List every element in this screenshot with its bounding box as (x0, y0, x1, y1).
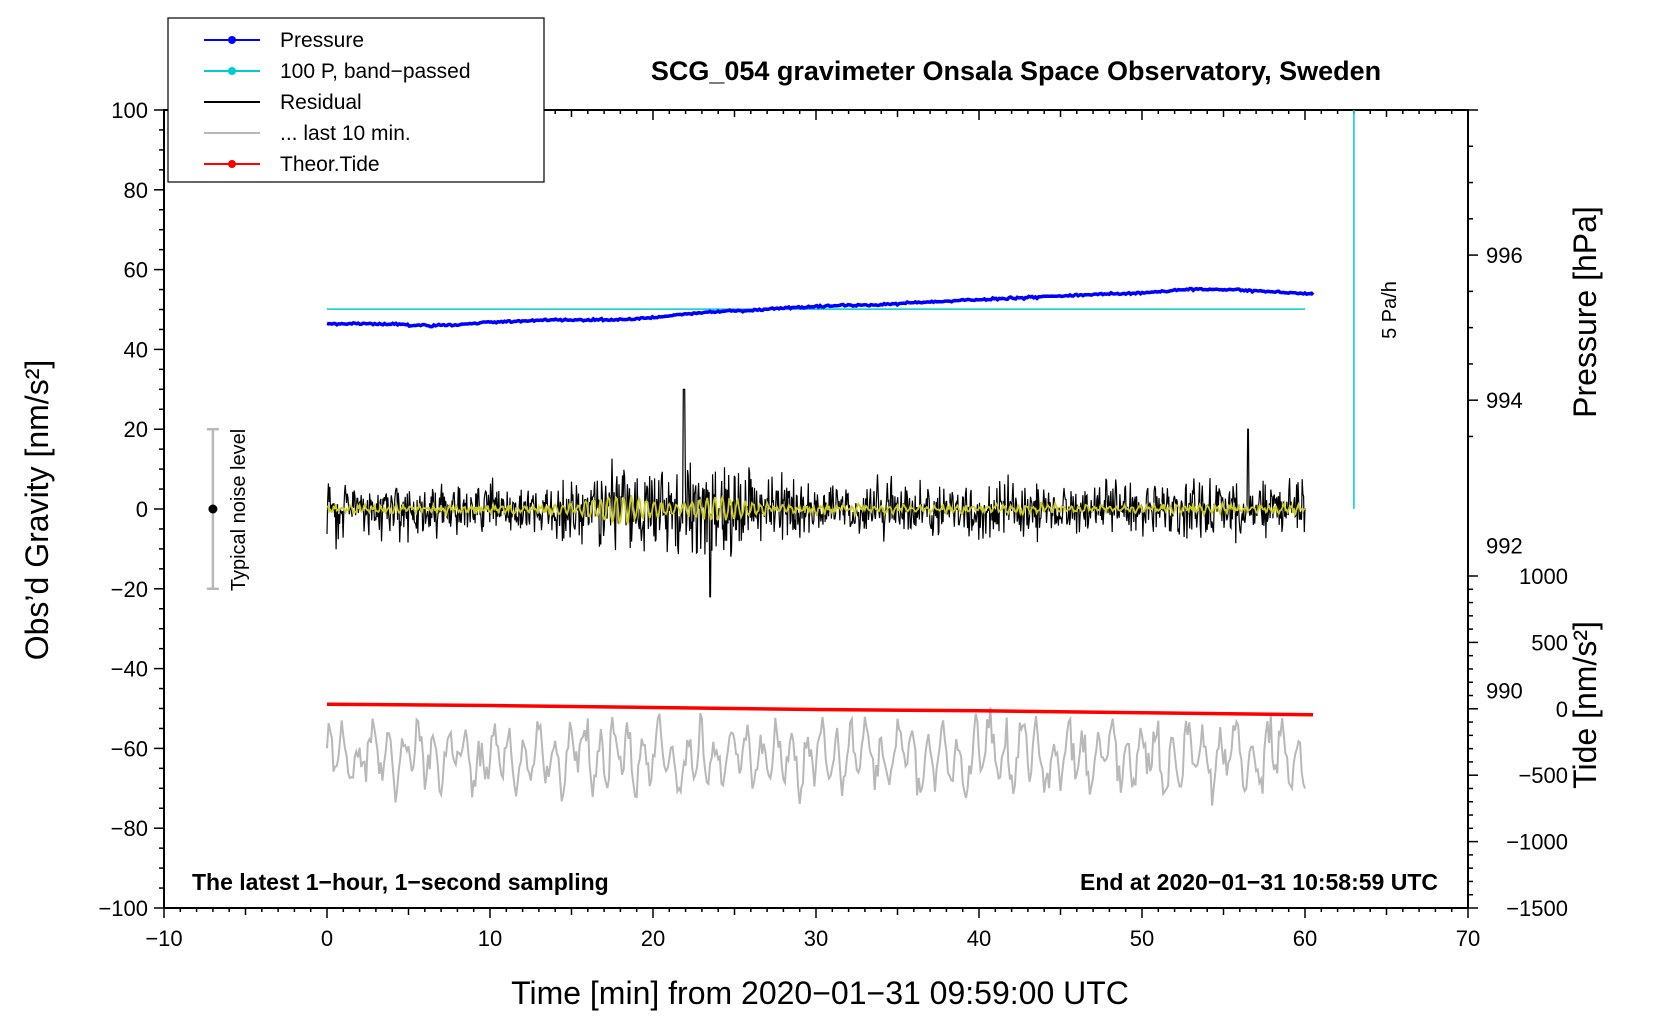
y-tick-label: 20 (124, 417, 148, 442)
legend-marker (228, 36, 236, 44)
legend-label: Pressure (280, 29, 364, 52)
x-tick-label: 50 (1130, 926, 1154, 951)
pressure-tick-label: 994 (1486, 388, 1523, 413)
y-tick-label: 80 (124, 178, 148, 203)
series-theor-tide (326, 702, 1314, 717)
noise-level-label: Typical noise level (228, 429, 250, 591)
series-last-10-min (326, 707, 1306, 806)
legend-box (167, 17, 545, 183)
pressure-tick-label: 990 (1486, 678, 1523, 703)
chart-title: SCG_054 gravimeter Onsala Space Observat… (651, 56, 1381, 86)
pressure-tick-label: 996 (1486, 243, 1523, 268)
y-tick-label: 40 (124, 337, 148, 362)
rate-label: 5 Pa/h (1379, 281, 1401, 339)
tide-tick-label: −1500 (1506, 896, 1568, 921)
y-tick-label: −40 (111, 657, 148, 682)
x-tick-label: 0 (321, 926, 333, 951)
x-tick-label: 10 (478, 926, 502, 951)
series-residual-smoothed (326, 493, 1306, 526)
legend-label: Residual (280, 91, 362, 114)
x-tick-label: 60 (1293, 926, 1317, 951)
x-axis-title: Time [min] from 2020−01−31 09:59:00 UTC (511, 975, 1129, 1011)
tide-tick-label: −500 (1518, 763, 1568, 788)
x-tick-label: 30 (804, 926, 828, 951)
x-tick-label: 70 (1456, 926, 1480, 951)
x-tick-label: 20 (641, 926, 665, 951)
y-tick-label: −20 (111, 577, 148, 602)
legend-marker (228, 67, 236, 75)
y-axis-title-left: Obs’d Gravity [nm/s²] (19, 360, 55, 661)
y-tick-label: 100 (111, 98, 148, 123)
tide-tick-label: 1000 (1519, 564, 1568, 589)
y-tick-label: −80 (111, 816, 148, 841)
legend-label: ... last 10 min. (280, 122, 411, 145)
sampling-note: The latest 1−hour, 1−second sampling (192, 869, 609, 895)
y-tick-label: 60 (124, 258, 148, 283)
y-axis-title-tide: Tide [nm/s²] (1567, 621, 1603, 789)
y-tick-label: 0 (136, 497, 148, 522)
noise-bar-center (208, 504, 218, 514)
series-pressure (326, 286, 1315, 329)
end-time-note: End at 2020−01−31 10:58:59 UTC (1080, 869, 1438, 895)
tide-tick-label: 0 (1556, 697, 1568, 722)
legend-marker (228, 160, 236, 168)
series-residual (326, 388, 1306, 598)
y-axis-title-pressure: Pressure [hPa] (1567, 206, 1603, 418)
legend-label: Theor.Tide (280, 153, 380, 176)
y-tick-label: −60 (111, 736, 148, 761)
y-tick-label: −100 (98, 896, 148, 921)
x-tick-label: −10 (145, 926, 182, 951)
legend-label: 100 P, band−passed (280, 60, 471, 83)
x-tick-label: 40 (967, 926, 991, 951)
tide-tick-label: −1000 (1506, 830, 1568, 855)
pressure-tick-label: 992 (1486, 533, 1523, 558)
legend: Pressure 100 P, band−passed Residual ... la… (167, 17, 545, 183)
tide-tick-label: 500 (1531, 630, 1568, 655)
